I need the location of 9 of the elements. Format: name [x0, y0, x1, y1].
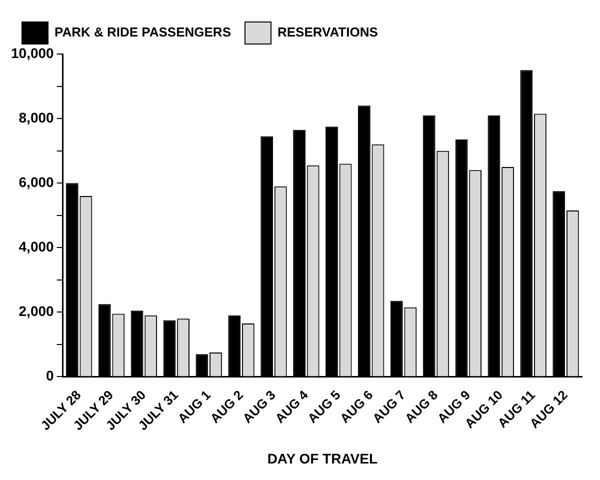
y-tick-label: 0 — [46, 368, 54, 384]
y-tick-label: 10,000 — [10, 44, 54, 61]
y-tick-label: 8,000 — [18, 109, 54, 126]
y-tick-label: 4,000 — [18, 238, 54, 254]
legend-label: PARK & RIDE PASSENGERS — [54, 24, 232, 40]
x-axis-title: DAY OF TRAVEL — [267, 450, 378, 466]
y-tick-label: 6,000 — [18, 174, 54, 190]
legend-label: RESERVATIONS — [277, 24, 378, 40]
y-tick-label: 2,000 — [18, 303, 54, 320]
